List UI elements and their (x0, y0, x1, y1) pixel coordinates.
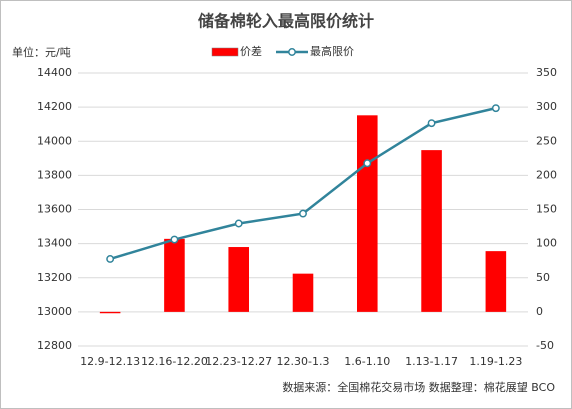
y2-tick-label: 200 (536, 168, 557, 181)
y-tick-label: 13200 (37, 271, 72, 284)
bar (421, 150, 442, 312)
line-marker (106, 255, 115, 263)
bar (164, 238, 185, 312)
y2-tick-label: 250 (536, 134, 557, 147)
bar (292, 273, 314, 312)
x-tick-label: 1.6-1.10 (344, 355, 390, 368)
y-tick-label: 13000 (37, 305, 72, 318)
y-tick-label: 13400 (37, 237, 72, 250)
x-tick-label: 1.13-1.17 (405, 355, 458, 368)
bar (99, 311, 121, 314)
legend-label: 最高限价 (310, 44, 354, 58)
legend-swatch (288, 48, 296, 56)
y2-tick-label: -50 (536, 339, 554, 352)
x-tick-label: 12.16-12.20 (141, 355, 208, 368)
line-marker (299, 209, 307, 218)
y-tick-label: 12800 (37, 339, 72, 352)
legend-swatch (211, 47, 239, 57)
x-tick-label: 12.9-12.13 (80, 355, 140, 368)
y-tick-label: 14000 (37, 134, 72, 147)
y2-tick-label: 300 (536, 100, 557, 113)
line-marker (491, 104, 500, 113)
y-tick-label: 14200 (37, 100, 72, 113)
y2-tick-label: 100 (536, 237, 557, 250)
chart-title: 储备棉轮入最高限价统计 (197, 12, 374, 31)
line-marker (170, 235, 179, 244)
legend-label: 价差 (240, 44, 262, 58)
x-tick-label: 12.23-12.27 (205, 355, 272, 368)
unit-label: 单位：元/吨 (12, 45, 71, 59)
bar (485, 251, 507, 312)
x-tick-label: 12.30-1.3 (277, 355, 330, 368)
y-tick-label: 13600 (37, 203, 72, 216)
line-marker (363, 159, 372, 168)
y-tick-label: 13800 (37, 168, 72, 181)
bar (357, 115, 378, 312)
y2-tick-label: 350 (536, 66, 557, 79)
line-marker (427, 119, 436, 128)
line-marker (234, 219, 243, 228)
y-tick-label: 14400 (37, 66, 72, 79)
source-note: 数据来源：全国棉花交易市场 数据整理：棉花展望 BCO (282, 380, 555, 394)
y2-tick-label: 0 (536, 305, 543, 318)
y2-tick-label: 150 (536, 203, 557, 216)
bar (228, 247, 249, 312)
y2-tick-label: 50 (536, 271, 550, 284)
x-tick-label: 1.19-1.23 (469, 355, 522, 368)
